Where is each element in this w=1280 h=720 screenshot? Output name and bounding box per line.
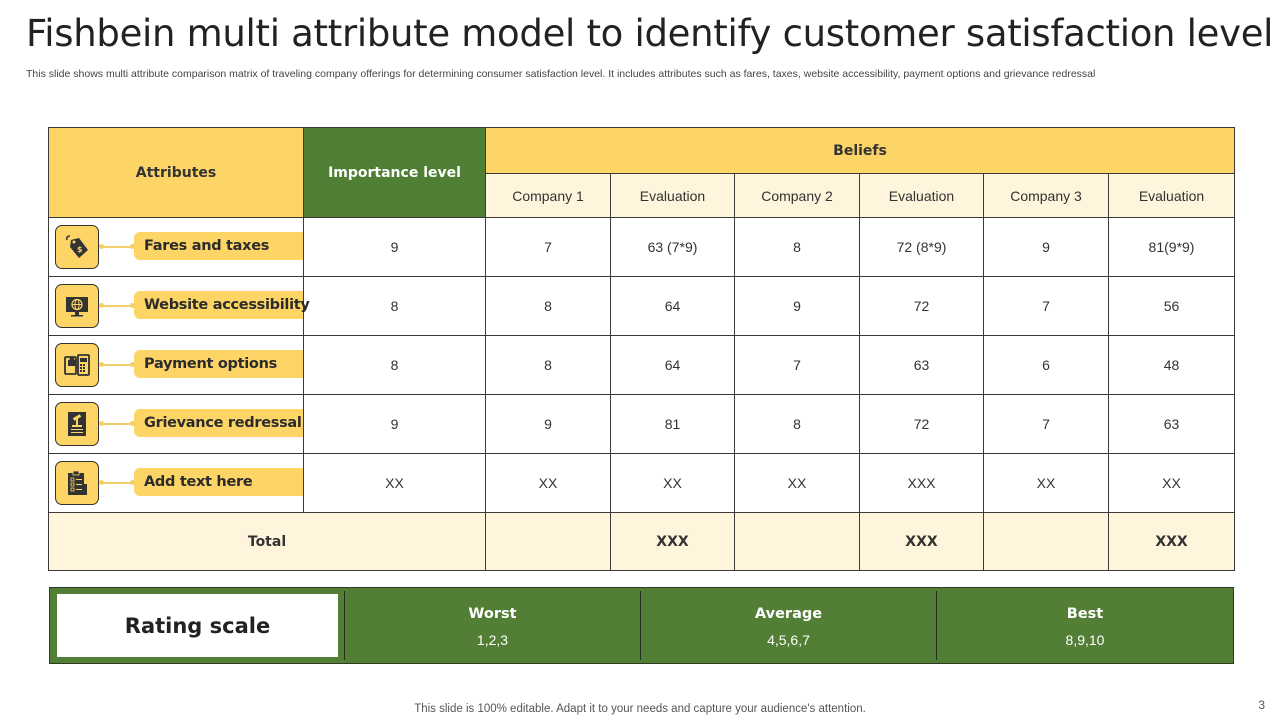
importance-cell: 9: [303, 394, 486, 454]
page-number: 3: [1258, 698, 1265, 712]
table-row: Add text here XX XX XX XX XXX XX XX: [48, 453, 1236, 513]
total-value: XXX: [610, 512, 735, 571]
value-cell: 64: [610, 335, 735, 395]
attribute-cell: Add text here: [48, 453, 304, 513]
value-cell: 9: [485, 394, 611, 454]
subheader-evaluation-1: Evaluation: [610, 173, 735, 218]
value-cell: 56: [1107, 276, 1236, 336]
connector-line: [99, 480, 135, 485]
value-cell: 63: [1107, 394, 1236, 454]
attribute-label: Fares and taxes: [134, 232, 303, 260]
attribute-label: Add text here: [134, 468, 303, 496]
divider: [936, 591, 937, 660]
divider: [640, 591, 641, 660]
value-cell: 9: [734, 276, 860, 336]
value-cell: XX: [610, 453, 735, 513]
clipboard-checklist-icon: [55, 461, 99, 505]
total-value: [983, 512, 1109, 571]
rating-level-title: Worst: [468, 606, 517, 622]
rating-average: Average 4,5,6,7: [641, 591, 936, 660]
total-value: XXX: [859, 512, 984, 571]
connector-line: [99, 362, 135, 367]
rating-level-values: 8,9,10: [1065, 632, 1105, 648]
monitor-globe-icon: [55, 284, 99, 328]
value-cell: 8: [734, 394, 860, 454]
value-cell: 48: [1107, 335, 1236, 395]
total-row: Total XXX XXX XXX: [48, 512, 1236, 571]
attribute-label: Payment options: [134, 350, 303, 378]
value-cell: 81: [610, 394, 735, 454]
attribute-cell: $ Fares and taxes: [48, 217, 304, 277]
subheader-company-1: Company 1: [485, 173, 611, 218]
value-cell: XX: [734, 453, 860, 513]
value-cell: 7: [983, 276, 1109, 336]
fishbein-table: Attributes Importance level Beliefs Comp…: [48, 127, 1236, 571]
rating-level-title: Average: [754, 606, 823, 622]
value-cell: 72: [859, 394, 984, 454]
importance-cell: 9: [303, 217, 486, 277]
page-subtitle: This slide shows multi attribute compari…: [26, 68, 1096, 80]
value-cell: 6: [983, 335, 1109, 395]
rating-level-title: Best: [1066, 606, 1104, 622]
rating-best: Best 8,9,10: [937, 591, 1233, 660]
connector-line: [99, 303, 135, 308]
table-row: Payment options 8 8 64 7 63 6 48: [48, 335, 1236, 395]
connector-line: [99, 421, 135, 426]
footer-note: This slide is 100% editable. Adapt it to…: [414, 703, 866, 715]
rating-level-values: 4,5,6,7: [767, 632, 810, 648]
payment-device-icon: [55, 343, 99, 387]
rating-level-values: 1,2,3: [476, 632, 509, 648]
value-cell: 63 (7*9): [610, 217, 735, 277]
subheader-evaluation-3: Evaluation: [1107, 173, 1236, 218]
value-cell: 7: [485, 217, 611, 277]
value-cell: 64: [610, 276, 735, 336]
header-importance-level: Importance level: [303, 127, 486, 218]
value-cell: 7: [983, 394, 1109, 454]
rating-worst: Worst 1,2,3: [345, 591, 640, 660]
value-cell: 9: [983, 217, 1109, 277]
value-cell: 8: [734, 217, 860, 277]
importance-cell: XX: [303, 453, 486, 513]
value-cell: 7: [734, 335, 860, 395]
value-cell: XX: [983, 453, 1109, 513]
table-row: $ Fares and taxes 9 7 63 (7*9) 8 72 (8*9…: [48, 217, 1236, 277]
svg-text:$: $: [77, 245, 83, 254]
importance-cell: 8: [303, 276, 486, 336]
subheader-company-3: Company 3: [983, 173, 1109, 218]
table-row: Grievance redressal 9 9 81 8 72 7 63: [48, 394, 1236, 454]
table-row: Website accessibility 8 8 64 9 72 7 56: [48, 276, 1236, 336]
gavel-document-icon: [55, 402, 99, 446]
rating-scale-label: Rating scale: [57, 594, 338, 657]
value-cell: 8: [485, 335, 611, 395]
total-value: [734, 512, 860, 571]
importance-cell: 8: [303, 335, 486, 395]
total-value: [485, 512, 611, 571]
connector-line: [99, 244, 135, 249]
value-cell: 8: [485, 276, 611, 336]
value-cell: XXX: [859, 453, 984, 513]
subheader-company-2: Company 2: [734, 173, 860, 218]
header-beliefs: Beliefs: [484, 127, 1236, 174]
attribute-cell: Website accessibility: [48, 276, 310, 336]
header-attributes: Attributes: [48, 127, 304, 218]
value-cell: 72: [859, 276, 984, 336]
value-cell: XX: [485, 453, 611, 513]
page-title: Fishbein multi attribute model to identi…: [26, 12, 1274, 55]
total-value: XXX: [1107, 512, 1236, 571]
attribute-label: Website accessibility: [134, 291, 310, 319]
rating-scale-panel: Rating scale Worst 1,2,3 Average 4,5,6,7…: [49, 587, 1234, 664]
attribute-cell: Payment options: [48, 335, 304, 395]
subheader-evaluation-2: Evaluation: [859, 173, 984, 218]
attribute-label: Grievance redressal: [134, 409, 303, 437]
price-tag-icon: $: [55, 225, 99, 269]
value-cell: 81(9*9): [1107, 217, 1236, 277]
total-label: Total: [48, 512, 486, 571]
value-cell: 72 (8*9): [859, 217, 984, 277]
divider: [344, 591, 345, 660]
value-cell: XX: [1107, 453, 1236, 513]
value-cell: 63: [859, 335, 984, 395]
attribute-cell: Grievance redressal: [48, 394, 304, 454]
